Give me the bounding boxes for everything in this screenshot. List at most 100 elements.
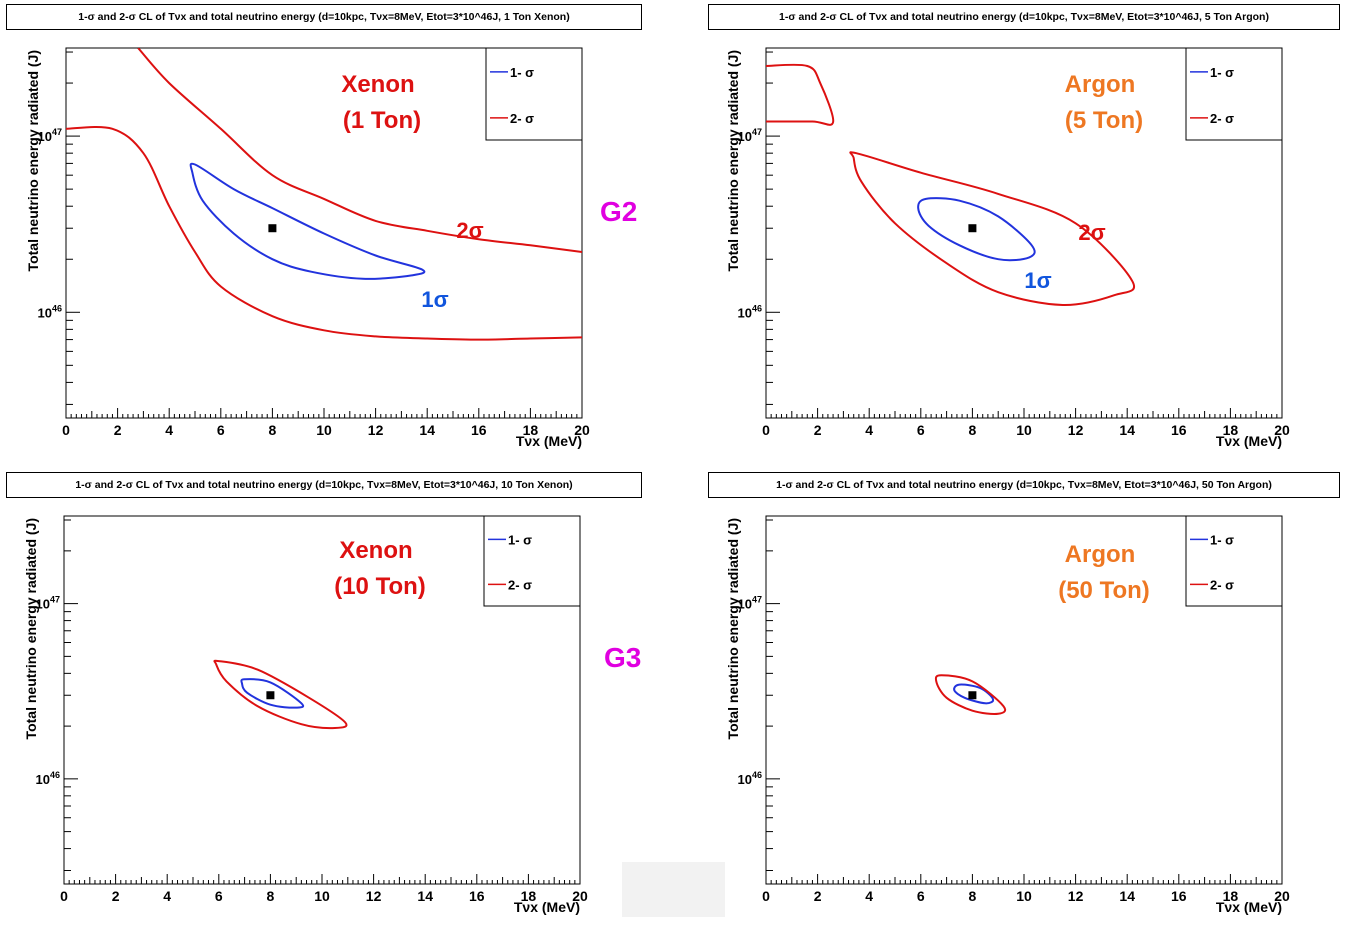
x-tick-label: 0 (60, 888, 68, 904)
group-label-g3: G3 (604, 642, 642, 673)
x-tick-label: 0 (762, 888, 770, 904)
x-tick-label: 18 (523, 422, 539, 438)
one-sigma-contour (189, 162, 426, 280)
x-axis-label: Tνx (MeV) (516, 433, 582, 449)
x-tick-label: 12 (1068, 888, 1084, 904)
legend-box (1185, 47, 1283, 141)
x-tick-label: 6 (215, 888, 223, 904)
one-sigma-annotation: 1σ (1024, 268, 1051, 293)
legend-entry: 2- σ (1210, 111, 1234, 126)
x-tick-label: 6 (217, 422, 225, 438)
target-label: Xenon (339, 537, 412, 564)
target-label: Xenon (341, 71, 414, 98)
legend-entry: 2- σ (510, 111, 534, 126)
x-tick-label: 12 (1068, 422, 1084, 438)
legend-box (485, 47, 583, 141)
y-tick-label: 1046 (738, 303, 762, 320)
x-tick-label: 0 (762, 422, 770, 438)
two-sigma-contour (766, 63, 835, 126)
y-axis-label: Total neutrino energy radiated (J) (23, 518, 39, 739)
x-tick-label: 4 (865, 888, 873, 904)
x-tick-label: 16 (471, 422, 487, 438)
y-axis-label: Total neutrino energy radiated (J) (725, 50, 741, 271)
y-tick-label: 1047 (36, 595, 60, 612)
x-tick-label: 4 (865, 422, 873, 438)
x-tick-label: 16 (1171, 422, 1187, 438)
two-sigma-contour (213, 659, 348, 730)
legend-entry: 1- σ (1210, 65, 1234, 80)
x-tick-label: 18 (1223, 888, 1239, 904)
x-tick-label: 4 (165, 422, 173, 438)
y-axis-label: Total neutrino energy radiated (J) (25, 50, 41, 271)
legend-entry: 1- σ (508, 532, 532, 547)
x-tick-label: 10 (314, 888, 330, 904)
x-axis-label: Tνx (MeV) (514, 899, 580, 915)
x-tick-label: 2 (814, 888, 822, 904)
two-sigma-contour (934, 674, 1007, 716)
x-tick-label: 2 (114, 422, 122, 438)
x-tick-label: 12 (366, 888, 382, 904)
x-tick-label: 8 (969, 422, 977, 438)
legend-entry: 2- σ (508, 577, 532, 592)
x-axis-label: Tνx (MeV) (1216, 433, 1282, 449)
group-label-g2: G2 (600, 196, 638, 227)
x-tick-label: 14 (417, 888, 433, 904)
two-sigma-contour (66, 125, 582, 341)
chart-panel: 0 2 4 6 8 10 12 14 16 18 20 1046 1047 Tνx (MeV) Total … (725, 515, 1290, 915)
x-tick-label: 14 (1119, 888, 1135, 904)
two-sigma-contour (137, 48, 582, 253)
x-tick-label: 18 (521, 888, 537, 904)
one-sigma-contour (240, 678, 305, 709)
placeholder-box (622, 862, 725, 917)
mass-label: (5 Ton) (1065, 107, 1143, 134)
panel-title: 1-σ and 2-σ CL of Tνx and total neutrino… (6, 472, 642, 498)
x-tick-label: 10 (1016, 422, 1032, 438)
panel-title: 1-σ and 2-σ CL of Tνx and total neutrino… (6, 4, 642, 30)
best-fit-marker (266, 691, 275, 700)
best-fit-marker (268, 224, 277, 233)
y-tick-label: 1047 (738, 127, 762, 144)
target-label: Argon (1065, 71, 1136, 98)
mass-label: (10 Ton) (334, 573, 426, 600)
one-sigma-contour (953, 683, 995, 705)
best-fit-marker (968, 224, 977, 233)
x-tick-label: 14 (1119, 422, 1135, 438)
x-tick-label: 4 (163, 888, 171, 904)
two-sigma-annotation: 2σ (1078, 220, 1105, 245)
y-tick-label: 1046 (36, 770, 60, 787)
one-sigma-annotation: 1σ (421, 287, 448, 312)
x-tick-label: 6 (917, 888, 925, 904)
x-tick-label: 16 (469, 888, 485, 904)
y-tick-label: 1046 (738, 770, 762, 787)
chart-panel: 0 2 4 6 8 10 12 14 16 18 20 1046 1047 Tνx (MeV) Total … (25, 47, 590, 449)
y-tick-label: 1046 (38, 303, 62, 320)
x-tick-label: 20 (1274, 422, 1290, 438)
one-sigma-contour (917, 197, 1036, 262)
x-tick-label: 8 (269, 422, 277, 438)
x-tick-label: 20 (1274, 888, 1290, 904)
x-tick-label: 12 (368, 422, 384, 438)
mass-label: (1 Ton) (343, 107, 421, 134)
chart-panel: 0 2 4 6 8 10 12 14 16 18 20 1046 1047 Tνx (MeV) Total … (23, 515, 588, 915)
target-label: Argon (1065, 541, 1136, 568)
x-tick-label: 10 (1016, 888, 1032, 904)
x-tick-label: 2 (112, 888, 120, 904)
best-fit-marker (968, 691, 977, 700)
x-tick-label: 0 (62, 422, 70, 438)
legend-box (483, 515, 581, 607)
x-tick-label: 20 (574, 422, 590, 438)
y-tick-label: 1047 (738, 595, 762, 612)
legend-entry: 1- σ (510, 65, 534, 80)
y-tick-label: 1047 (38, 127, 62, 144)
x-tick-label: 14 (419, 422, 435, 438)
two-sigma-contour (849, 151, 1135, 307)
x-tick-label: 6 (917, 422, 925, 438)
two-sigma-annotation: 2σ (456, 218, 483, 243)
x-tick-label: 8 (969, 888, 977, 904)
legend-entry: 2- σ (1210, 577, 1234, 592)
x-axis-label: Tνx (MeV) (1216, 899, 1282, 915)
chart-panel: 0 2 4 6 8 10 12 14 16 18 20 1046 1047 Tνx (MeV) Total … (725, 47, 1290, 449)
y-axis-label: Total neutrino energy radiated (J) (725, 518, 741, 739)
legend-entry: 1- σ (1210, 532, 1234, 547)
